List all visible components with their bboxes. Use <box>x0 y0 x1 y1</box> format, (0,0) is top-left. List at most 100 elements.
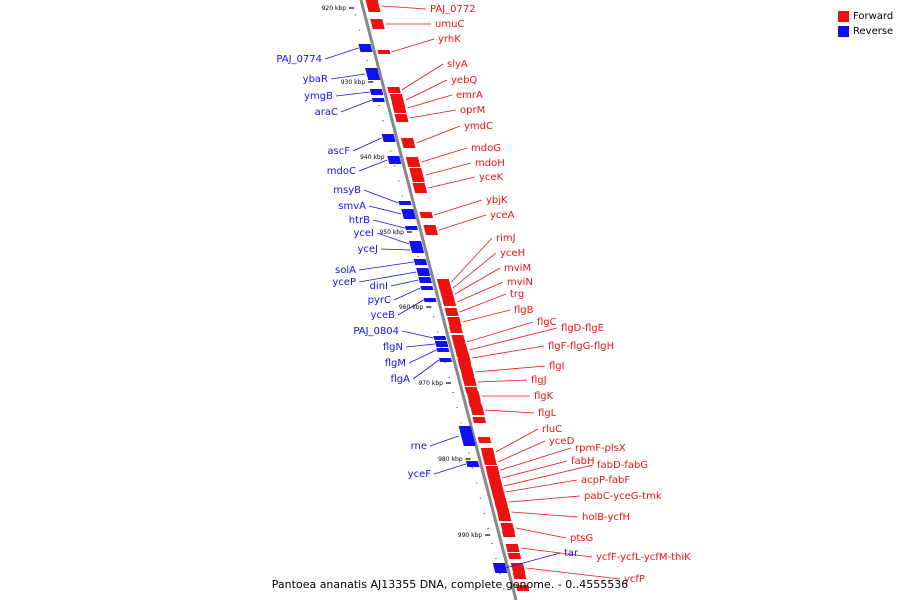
forward-gene-15 <box>439 290 455 298</box>
forward-gene-18-label: flgB <box>514 305 534 316</box>
forward-gene-14-label: yceH <box>500 248 525 259</box>
forward-gene-fill-17-shape <box>501 531 516 537</box>
forward-gene-3 <box>387 87 401 93</box>
reverse-gene-11 <box>413 259 428 265</box>
reverse-gene-8-leader <box>372 219 405 229</box>
forward-gene-fill-1-shape <box>451 335 465 341</box>
reverse-gene-12-label: yceP <box>332 277 356 288</box>
reverse-gene-17 <box>434 341 449 347</box>
forward-gene-22-leader <box>475 365 546 373</box>
forward-gene-fill-8-shape <box>468 401 482 407</box>
forward-gene-35-leader <box>520 547 593 558</box>
reverse-gene-0-leader <box>324 47 359 60</box>
forward-gene-16-label: mviN <box>507 277 533 288</box>
forward-gene-1-label: umuC <box>435 19 464 30</box>
forward-gene-fill-9-shape <box>472 417 487 423</box>
forward-gene-29-label: fabH <box>571 456 595 467</box>
forward-gene-32-leader <box>508 495 581 503</box>
forward-gene-fill-9 <box>472 417 487 423</box>
forward-gene-fill-19-shape <box>512 573 527 579</box>
reverse-gene-16-shape <box>433 336 447 340</box>
reverse-gene-7-leader <box>368 205 402 215</box>
forward-gene-fill-13 <box>488 479 503 485</box>
reverse-gene-0 <box>358 44 373 52</box>
forward-gene-6 <box>394 114 409 122</box>
forward-gene-31-leader <box>505 479 578 493</box>
forward-gene-fill-12-shape <box>486 471 500 477</box>
reverse-gene-5 <box>387 156 402 164</box>
forward-gene-33-leader <box>511 511 579 518</box>
forward-gene-5-shape <box>391 103 407 113</box>
forward-gene-24 <box>466 391 481 401</box>
forward-gene-12-label: yceA <box>490 210 515 221</box>
forward-gene-fill-0 <box>449 327 463 333</box>
forward-swatch <box>838 11 849 22</box>
forward-gene-6-leader <box>409 109 457 119</box>
forward-gene-fill-7 <box>464 387 479 393</box>
forward-gene-32-label: pabC-yceG-tmk <box>584 491 662 502</box>
reverse-gene-21 <box>465 461 480 467</box>
reverse-gene-12 <box>416 268 431 276</box>
reverse-gene-4-shape <box>381 134 396 142</box>
forward-gene-15-shape <box>439 290 455 298</box>
reverse-gene-21-shape <box>465 461 480 467</box>
forward-gene-27-shape <box>483 459 497 465</box>
forward-gene-35 <box>505 544 520 552</box>
forward-gene-7-shape <box>400 138 416 148</box>
forward-gene-fill-15 <box>494 503 509 509</box>
forward-gene-fill-15-shape <box>494 503 509 509</box>
forward-gene-36-leader <box>526 567 621 580</box>
forward-gene-fill-6 <box>461 375 476 381</box>
forward-gene-34-shape <box>500 523 515 533</box>
forward-gene-35-shape <box>505 544 520 552</box>
reverse-gene-5-shape <box>387 156 402 164</box>
reverse-gene-21-leader <box>433 463 466 475</box>
forward-gene-24-shape <box>466 391 481 401</box>
forward-gene-2-shape <box>377 50 391 54</box>
forward-gene-18-leader <box>462 309 511 323</box>
reverse-gene-10 <box>410 247 425 253</box>
reverse-gene-11-label: solA <box>335 265 356 276</box>
reverse-gene-4-label: ascF <box>327 146 350 157</box>
forward-gene-2-leader <box>391 38 435 53</box>
reverse-gene-18-leader <box>408 349 437 364</box>
tick-label: 990 kbp <box>458 532 483 539</box>
reverse-gene-1-label: ybaR <box>303 74 328 85</box>
forward-gene-17-label: trg <box>510 289 524 300</box>
forward-gene-25-label: flgL <box>538 408 557 419</box>
forward-gene-13-leader <box>451 237 493 283</box>
reverse-gene-7-shape <box>401 209 416 219</box>
forward-gene-20-label: flgD-flgE <box>561 323 604 334</box>
forward-gene-33 <box>496 508 511 516</box>
forward-gene-20-leader <box>469 327 558 351</box>
reverse-gene-9-shape <box>409 241 423 247</box>
forward-gene-13-label: rimJ <box>496 233 516 244</box>
reverse-gene-16-label: PAJ_0804 <box>353 326 399 337</box>
forward-gene-0-label: PAJ_0772 <box>430 4 476 15</box>
forward-gene-25 <box>469 405 485 415</box>
legend-reverse-label: Reverse <box>853 26 894 37</box>
forward-gene-fill-11 <box>481 453 496 459</box>
forward-gene-fill-16-shape <box>497 515 512 521</box>
forward-gene-19-label: flgC <box>537 317 557 328</box>
reverse-gene-14-leader <box>393 287 421 301</box>
reverse-gene-22-leader <box>504 552 561 569</box>
reverse-gene-2 <box>369 89 384 95</box>
reverse-gene-10-label: yceJ <box>357 244 378 255</box>
forward-gene-fill-3-shape <box>455 351 469 357</box>
forward-gene-5-leader <box>407 94 453 109</box>
genome-caption: Pantoea ananatis AJ13355 DNA, complete g… <box>271 578 629 591</box>
reverse-gene-20-label: rne <box>411 441 427 452</box>
reverse-gene-19-shape <box>439 358 453 362</box>
forward-gene-fill-14 <box>492 493 506 499</box>
forward-gene-fill-1 <box>451 335 465 341</box>
forward-gene-fill-7-shape <box>464 387 479 393</box>
reverse-gene-1-leader <box>330 73 366 80</box>
forward-gene-29-leader <box>501 460 568 479</box>
reverse-gene-15-label: yceB <box>371 310 396 321</box>
forward-gene-27-leader <box>497 440 546 463</box>
reverse-gene-6-leader <box>363 189 399 204</box>
forward-gene-14 <box>438 285 452 291</box>
reverse-gene-9 <box>409 241 423 247</box>
